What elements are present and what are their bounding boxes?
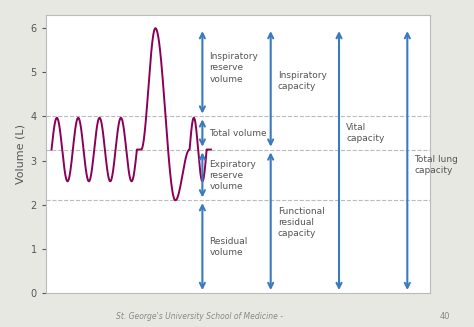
Text: Expiratory
reserve
volume: Expiratory reserve volume (210, 160, 256, 191)
Text: Total lung
capacity: Total lung capacity (414, 155, 458, 175)
Text: Functional
residual
capacity: Functional residual capacity (278, 207, 325, 238)
Text: 40: 40 (440, 312, 450, 321)
Text: Inspiratory
capacity: Inspiratory capacity (278, 71, 327, 91)
Text: Residual
volume: Residual volume (210, 236, 248, 257)
Y-axis label: Volume (L): Volume (L) (15, 124, 25, 184)
Text: Inspiratory
reserve
volume: Inspiratory reserve volume (210, 52, 258, 83)
Text: St. George's University School of Medicine -: St. George's University School of Medici… (116, 312, 283, 321)
Text: Vital
capacity: Vital capacity (346, 123, 384, 143)
Text: Total volume: Total volume (210, 129, 267, 138)
